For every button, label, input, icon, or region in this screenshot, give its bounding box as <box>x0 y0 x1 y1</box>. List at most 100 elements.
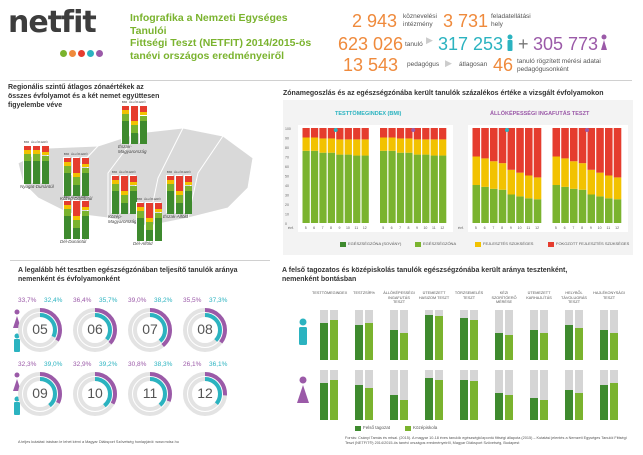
zone-bar-seg <box>353 139 361 156</box>
zone-y-tick: 50 <box>285 175 289 179</box>
girl-icon-upper <box>297 376 309 403</box>
zone-bar-seg <box>344 128 352 140</box>
region-seg <box>146 203 153 219</box>
legend-health: EGÉSZSÉGZÓNA <box>423 241 457 246</box>
legend-risk: FOKOZOTT FEJLESZTÉS SZÜKSÉGES <box>556 241 630 246</box>
region-seg <box>185 191 192 214</box>
region-seg <box>176 202 183 214</box>
region-seg <box>176 176 183 192</box>
stat-girls: 305 773 <box>533 34 599 54</box>
zone-bar-seg <box>507 194 516 223</box>
region-seg <box>82 167 89 174</box>
ring-boys-value: 35,7% <box>99 297 118 304</box>
zone-y-tick: 90 <box>285 137 289 141</box>
zone-bar-seg <box>319 152 327 223</box>
region-seg <box>185 176 192 182</box>
zone-bar-seg <box>472 156 481 185</box>
ring-arc <box>183 372 227 416</box>
region-bar <box>139 105 147 144</box>
region-seg <box>73 227 80 239</box>
ring-07 <box>128 308 172 352</box>
ring-boys-value: 36,1% <box>209 361 228 368</box>
zone-bar-seg <box>413 154 421 223</box>
upper-test-label: HELYBŐL TÁVOLUGRÁS TESZT <box>561 291 587 304</box>
zone-bar-seg <box>507 128 516 170</box>
ring-arc <box>18 308 62 352</box>
zone-bar-seg <box>344 154 352 223</box>
zone-bar-seg <box>396 152 405 223</box>
upper-bar-fill <box>470 381 478 420</box>
zone-bar-seg <box>507 169 516 195</box>
region-head: ÁLLÓK. <box>31 140 42 144</box>
zone-grade-label: 8 <box>581 226 583 230</box>
zone-bar-seg <box>327 128 336 139</box>
region-label: Nyugat-Dunántúl <box>20 184 54 189</box>
zone-bar-seg <box>336 139 344 155</box>
ring-girls-value: 30,8% <box>128 361 147 368</box>
legend-swatch-dev <box>475 242 481 247</box>
region-seg <box>130 191 137 214</box>
zone-grade-label: 6 <box>484 226 486 230</box>
zone-bar-seg <box>405 152 413 223</box>
upper-bar-fill <box>470 320 478 360</box>
zones-legend: EGÉSZSÉGZÓNA (SOVÁNY) EGÉSZSÉGZÓNA FEJLE… <box>290 240 630 252</box>
region-head: BMI <box>111 170 118 174</box>
ring-11 <box>128 372 172 416</box>
region-label: Észak-Alföld <box>163 214 189 219</box>
ring-arc <box>183 308 227 352</box>
region-seg <box>42 155 49 162</box>
upper-bar-fill <box>320 322 328 360</box>
ring-girls-value: 32,9% <box>73 361 92 368</box>
region-seg <box>73 177 80 185</box>
zone-x-label: évf. <box>458 226 464 230</box>
legend-upper-swatch <box>355 426 361 431</box>
ring-arc <box>23 377 57 411</box>
zone-bar-seg <box>498 163 507 190</box>
upper-bar-bg <box>540 370 548 420</box>
zone-grade-label: 10 <box>346 226 350 230</box>
region-seg <box>122 113 129 122</box>
zone-y-tick: 60 <box>285 165 289 169</box>
girl-icon <box>601 34 607 50</box>
upper-bar-fill <box>505 335 513 360</box>
legend-swatch-thin <box>340 242 346 247</box>
region-label: Dél-Alföld <box>133 241 153 246</box>
region-seg <box>24 149 31 154</box>
region-seg <box>82 158 89 164</box>
stat-boys: 317 253 <box>438 34 504 54</box>
region-seg <box>146 229 153 241</box>
zone-grade-label: 6 <box>313 226 315 230</box>
region-head: ERŐ <box>81 195 88 199</box>
region-seg <box>131 132 138 144</box>
region-seg <box>112 191 119 214</box>
region-bar <box>154 202 162 241</box>
legend-high: Középiskola <box>413 425 438 430</box>
upper-bar-bg <box>400 370 408 420</box>
ring-boys-value: 38,3% <box>154 361 173 368</box>
upper-bar-fill <box>365 387 373 420</box>
zone-bar-seg <box>605 198 613 223</box>
region-4: BMI ÁLLÓK. ERŐ Észak-Alföld <box>163 170 197 222</box>
upper-bar-bg <box>530 370 538 420</box>
ring-grade: 11 <box>142 385 158 401</box>
zone-bar-seg <box>472 128 481 157</box>
region-bar <box>130 105 138 144</box>
region-seg <box>24 146 31 150</box>
zone-bar-seg <box>380 128 388 138</box>
region-bar <box>111 175 119 214</box>
ring-boys-value: 38,2% <box>154 297 173 304</box>
region-seg <box>82 173 89 196</box>
region-seg <box>131 121 138 125</box>
zone-bar-seg <box>472 185 481 223</box>
boy-icon <box>507 34 513 51</box>
upper-bar-fill <box>495 332 503 360</box>
zone-bar-seg <box>587 194 596 223</box>
region-head: ÁLLÓK. <box>119 170 130 174</box>
plus-sign: + <box>518 34 529 54</box>
zone-bar-seg <box>490 128 498 162</box>
region-seg <box>122 106 129 110</box>
upper-bar-fill <box>460 317 468 360</box>
ring-08 <box>183 308 227 352</box>
arrow1: ▶ <box>426 35 433 45</box>
region-seg <box>121 195 128 203</box>
